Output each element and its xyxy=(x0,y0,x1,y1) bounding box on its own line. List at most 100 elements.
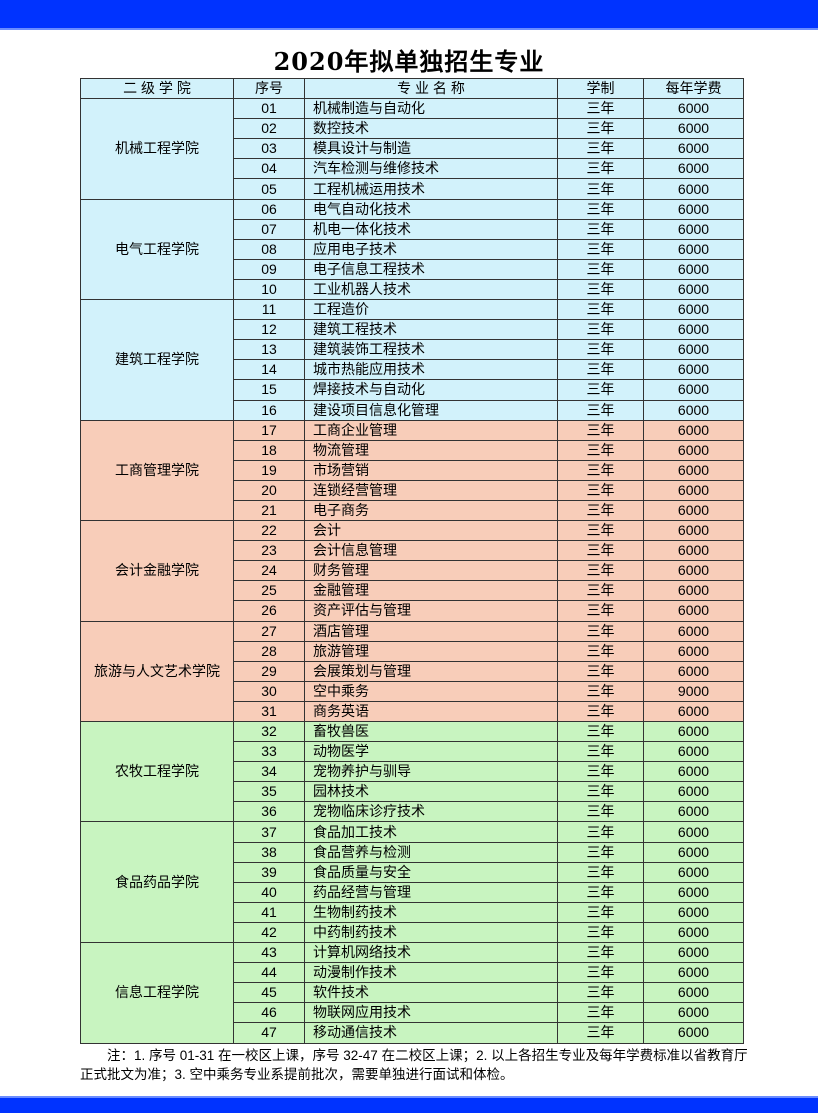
fee-cell: 6000 xyxy=(643,540,744,562)
fee-cell: 6000 xyxy=(643,741,744,763)
fee-cell: 6000 xyxy=(643,841,744,863)
duration-cell: 三年 xyxy=(557,620,644,642)
seq-cell: 47 xyxy=(233,1022,305,1044)
seq-cell: 41 xyxy=(233,901,305,923)
duration-cell: 三年 xyxy=(557,540,644,562)
table-row: 46 物联网应用技术 三年 6000 xyxy=(80,1002,744,1024)
major-name-cell: 城市热能应用技术 xyxy=(304,359,558,381)
major-name-cell: 软件技术 xyxy=(304,982,558,1004)
fee-cell: 6000 xyxy=(643,319,744,341)
duration-cell: 三年 xyxy=(557,560,644,582)
major-name-cell: 计算机网络技术 xyxy=(304,942,558,964)
college-cell: 机械工程学院 xyxy=(80,98,234,200)
table-row: 21 电子商务 三年 6000 xyxy=(80,499,744,522)
duration-cell: 三年 xyxy=(557,198,644,220)
table-row: 30 空中乘务 三年 9000 xyxy=(80,680,744,702)
fee-cell: 6000 xyxy=(643,942,744,964)
duration-cell: 三年 xyxy=(557,238,644,260)
seq-cell: 06 xyxy=(233,198,305,220)
major-name-cell: 旅游管理 xyxy=(304,640,558,662)
major-name-cell: 物流管理 xyxy=(304,439,558,461)
seq-cell: 02 xyxy=(233,118,305,140)
seq-cell: 03 xyxy=(233,138,305,160)
table-row: 旅游与人文艺术学院 27 酒店管理 三年 6000 xyxy=(80,620,744,723)
header-row: 二 级 学 院 序号 专 业 名 称 学制 每年学费 xyxy=(80,77,744,100)
duration-cell: 三年 xyxy=(557,218,644,240)
fee-cell: 6000 xyxy=(643,198,744,220)
duration-cell: 三年 xyxy=(557,821,644,843)
seq-cell: 23 xyxy=(233,540,305,562)
duration-cell: 三年 xyxy=(557,861,644,883)
seq-cell: 38 xyxy=(233,841,305,863)
college-cell: 会计金融学院 xyxy=(80,520,234,622)
seq-cell: 21 xyxy=(233,499,305,522)
duration-cell: 三年 xyxy=(557,801,644,823)
seq-cell: 14 xyxy=(233,359,305,381)
major-name-cell: 市场营销 xyxy=(304,459,558,481)
college-cell: 农牧工程学院 xyxy=(80,720,234,823)
fee-cell: 6000 xyxy=(643,138,744,160)
table-row: 14 城市热能应用技术 三年 6000 xyxy=(80,359,744,381)
fee-cell: 6000 xyxy=(643,580,744,602)
seq-cell: 15 xyxy=(233,379,305,401)
seq-cell: 40 xyxy=(233,881,305,903)
seq-cell: 24 xyxy=(233,560,305,582)
fee-cell: 6000 xyxy=(643,560,744,582)
fee-cell: 6000 xyxy=(643,821,744,843)
table-row: 07 机电一体化技术 三年 6000 xyxy=(80,218,744,240)
seq-cell: 11 xyxy=(233,299,305,321)
seq-cell: 04 xyxy=(233,158,305,180)
major-name-cell: 应用电子技术 xyxy=(304,238,558,260)
fee-cell: 6000 xyxy=(643,881,744,903)
top-banner xyxy=(0,0,818,30)
fee-cell: 6000 xyxy=(643,439,744,461)
major-name-cell: 电子商务 xyxy=(304,499,558,522)
fee-cell: 6000 xyxy=(643,640,744,662)
major-name-cell: 机械制造与自动化 xyxy=(304,98,558,120)
seq-cell: 31 xyxy=(233,700,305,723)
duration-cell: 三年 xyxy=(557,520,644,542)
table-row: 机械工程学院 01 机械制造与自动化 三年 6000 xyxy=(80,98,744,200)
seq-cell: 34 xyxy=(233,761,305,783)
table-row: 02 数控技术 三年 6000 xyxy=(80,118,744,140)
seq-cell: 05 xyxy=(233,178,305,200)
major-name-cell: 食品加工技术 xyxy=(304,821,558,843)
major-name-cell: 工业机器人技术 xyxy=(304,278,558,301)
duration-cell: 三年 xyxy=(557,459,644,481)
duration-cell: 三年 xyxy=(557,921,644,944)
seq-cell: 19 xyxy=(233,459,305,481)
major-name-cell: 建设项目信息化管理 xyxy=(304,399,558,421)
seq-cell: 44 xyxy=(233,962,305,984)
duration-cell: 三年 xyxy=(557,720,644,743)
fee-cell: 6000 xyxy=(643,258,744,280)
major-name-cell: 动物医学 xyxy=(304,741,558,763)
table-row: 电气工程学院 06 电气自动化技术 三年 6000 xyxy=(80,198,744,301)
table-row: 10 工业机器人技术 三年 6000 xyxy=(80,278,744,301)
table-row: 34 宠物养护与驯导 三年 6000 xyxy=(80,761,744,783)
fee-cell: 6000 xyxy=(643,379,744,401)
major-name-cell: 会计 xyxy=(304,520,558,542)
seq-cell: 37 xyxy=(233,821,305,843)
duration-cell: 三年 xyxy=(557,359,644,381)
duration-cell: 三年 xyxy=(557,781,644,803)
fee-cell: 6000 xyxy=(643,419,744,441)
header-duration: 学制 xyxy=(557,77,644,100)
major-name-cell: 汽车检测与维修技术 xyxy=(304,158,558,180)
table-row: 35 园林技术 三年 6000 xyxy=(80,781,744,803)
table-row: 47 移动通信技术 三年 6000 xyxy=(80,1022,744,1044)
duration-cell: 三年 xyxy=(557,479,644,501)
fee-cell: 6000 xyxy=(643,359,744,381)
duration-cell: 三年 xyxy=(557,278,644,301)
major-name-cell: 金融管理 xyxy=(304,580,558,602)
seq-cell: 46 xyxy=(233,1002,305,1024)
duration-cell: 三年 xyxy=(557,700,644,723)
seq-cell: 25 xyxy=(233,580,305,602)
fee-cell: 6000 xyxy=(643,238,744,260)
major-name-cell: 宠物养护与驯导 xyxy=(304,761,558,783)
seq-cell: 43 xyxy=(233,942,305,964)
major-name-cell: 会计信息管理 xyxy=(304,540,558,562)
table-row: 40 药品经营与管理 三年 6000 xyxy=(80,881,744,903)
seq-cell: 07 xyxy=(233,218,305,240)
duration-cell: 三年 xyxy=(557,138,644,160)
seq-cell: 18 xyxy=(233,439,305,461)
